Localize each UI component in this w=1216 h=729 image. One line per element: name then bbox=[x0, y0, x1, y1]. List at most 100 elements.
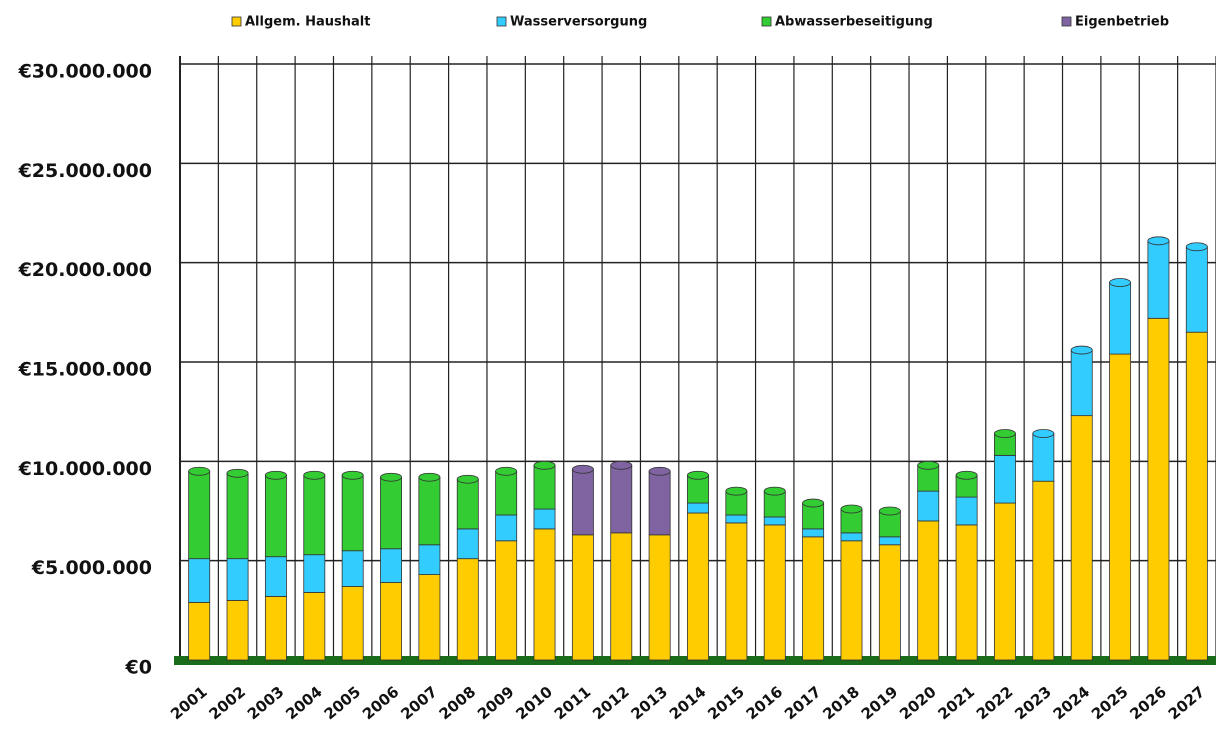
bar-segment bbox=[264, 556, 287, 597]
bar-cap bbox=[878, 506, 901, 516]
legend-swatch bbox=[1061, 16, 1072, 27]
bar-segment bbox=[303, 474, 326, 556]
x-tick-label: 2025 bbox=[1088, 683, 1132, 724]
bar-segment bbox=[1185, 246, 1208, 333]
bar-cap bbox=[456, 474, 479, 484]
bar-cap bbox=[1185, 242, 1208, 252]
bar-segment bbox=[994, 454, 1016, 504]
bar-cap bbox=[303, 470, 326, 480]
bar-segment bbox=[418, 574, 441, 661]
bar-segment bbox=[878, 536, 901, 546]
bar-cap bbox=[994, 429, 1016, 438]
bar-cap bbox=[571, 464, 594, 474]
bar-segment bbox=[303, 554, 326, 593]
legend-swatch bbox=[231, 16, 242, 27]
bar-segment bbox=[495, 470, 518, 516]
bar-segment bbox=[840, 532, 863, 542]
y-tick-label: €20.000.000 bbox=[18, 259, 152, 281]
bar-cap bbox=[1109, 278, 1132, 287]
bar-segment bbox=[226, 600, 249, 661]
bar-segment bbox=[917, 520, 940, 661]
bar-cap bbox=[188, 466, 211, 476]
bar-segment bbox=[188, 558, 211, 603]
bar-cap bbox=[955, 470, 978, 480]
x-tick-label: 2014 bbox=[666, 683, 710, 724]
bar-cap bbox=[495, 466, 518, 476]
bar-segment bbox=[533, 508, 556, 530]
x-tick-label: 2024 bbox=[1050, 683, 1094, 724]
bar-segment bbox=[840, 540, 863, 661]
bar-segment bbox=[1032, 433, 1055, 482]
y-tick-label: €5.000.000 bbox=[31, 557, 152, 579]
bar-segment bbox=[380, 476, 402, 550]
bar-segment bbox=[418, 476, 441, 546]
bar-cap bbox=[380, 472, 402, 482]
legend-label: Allgem. Haushalt bbox=[245, 15, 370, 30]
bar-segment bbox=[1032, 480, 1055, 661]
bar-segment bbox=[687, 502, 709, 514]
bar-segment bbox=[341, 474, 364, 552]
bar-segment bbox=[264, 474, 287, 558]
bar-segment bbox=[648, 534, 671, 661]
x-tick-label: 2026 bbox=[1126, 683, 1170, 724]
x-tick-label: 2013 bbox=[628, 683, 672, 724]
bar-segment bbox=[725, 514, 748, 524]
bar-segment bbox=[495, 540, 518, 661]
bar-segment bbox=[763, 516, 786, 526]
bar-segment bbox=[533, 528, 556, 661]
bar-segment bbox=[188, 470, 211, 560]
bar-cap bbox=[725, 486, 748, 496]
bar-cap bbox=[226, 468, 249, 478]
bar-cap bbox=[763, 486, 786, 496]
bar-segment bbox=[802, 528, 825, 538]
bar-segment bbox=[878, 544, 901, 661]
floor bbox=[174, 656, 1216, 665]
x-tick-label: 2022 bbox=[973, 683, 1017, 724]
bar-segment bbox=[188, 601, 211, 661]
bar-segment bbox=[380, 582, 402, 661]
bar-cap bbox=[533, 460, 556, 470]
bar-segment bbox=[1070, 349, 1093, 417]
x-tick-label: 2011 bbox=[551, 683, 595, 724]
bar-cap bbox=[1070, 345, 1093, 355]
bar-segment bbox=[1147, 317, 1170, 661]
y-tick-label: €0 bbox=[125, 657, 152, 679]
y-tick-label: €30.000.000 bbox=[18, 61, 152, 83]
x-tick-label: 2004 bbox=[282, 683, 326, 724]
x-tick-label: 2005 bbox=[321, 683, 365, 724]
bar-segment bbox=[380, 548, 402, 583]
x-tick-label: 2010 bbox=[512, 683, 556, 724]
x-tick-label: 2015 bbox=[704, 683, 748, 724]
bar-segment bbox=[571, 534, 594, 661]
bar-segment bbox=[725, 522, 748, 661]
bar-segment bbox=[341, 586, 364, 661]
x-tick-label: 2021 bbox=[935, 683, 979, 724]
x-tick-label: 2007 bbox=[397, 683, 441, 724]
y-tick-label: €15.000.000 bbox=[18, 359, 152, 381]
bar-segment bbox=[1185, 331, 1208, 661]
bar-segment bbox=[994, 502, 1016, 661]
bar-segment bbox=[303, 592, 326, 661]
bar-segment bbox=[418, 544, 441, 575]
x-tick-label: 2009 bbox=[474, 683, 518, 724]
bar-segment bbox=[571, 468, 594, 536]
x-tick-label: 2001 bbox=[167, 683, 211, 724]
bar-cap bbox=[610, 460, 633, 470]
x-tick-label: 2012 bbox=[589, 683, 633, 724]
bar-segment bbox=[1109, 353, 1132, 661]
bar-segment bbox=[917, 490, 940, 522]
legend-label: Wasserversorgung bbox=[510, 15, 647, 30]
bar-cap bbox=[648, 466, 671, 476]
bar-segment bbox=[610, 464, 633, 534]
bar-segment bbox=[456, 528, 479, 560]
x-tick-label: 2006 bbox=[359, 683, 403, 724]
bar-segment bbox=[456, 478, 479, 530]
bar-segment bbox=[1147, 240, 1170, 319]
y-tick-label: €10.000.000 bbox=[18, 458, 152, 480]
bar-cap bbox=[264, 470, 287, 480]
bar-segment bbox=[341, 550, 364, 587]
bar-segment bbox=[610, 532, 633, 661]
bar-segment bbox=[226, 558, 249, 601]
legend-label: Abwasserbeseitigung bbox=[775, 15, 933, 30]
bar-segment bbox=[456, 558, 479, 661]
